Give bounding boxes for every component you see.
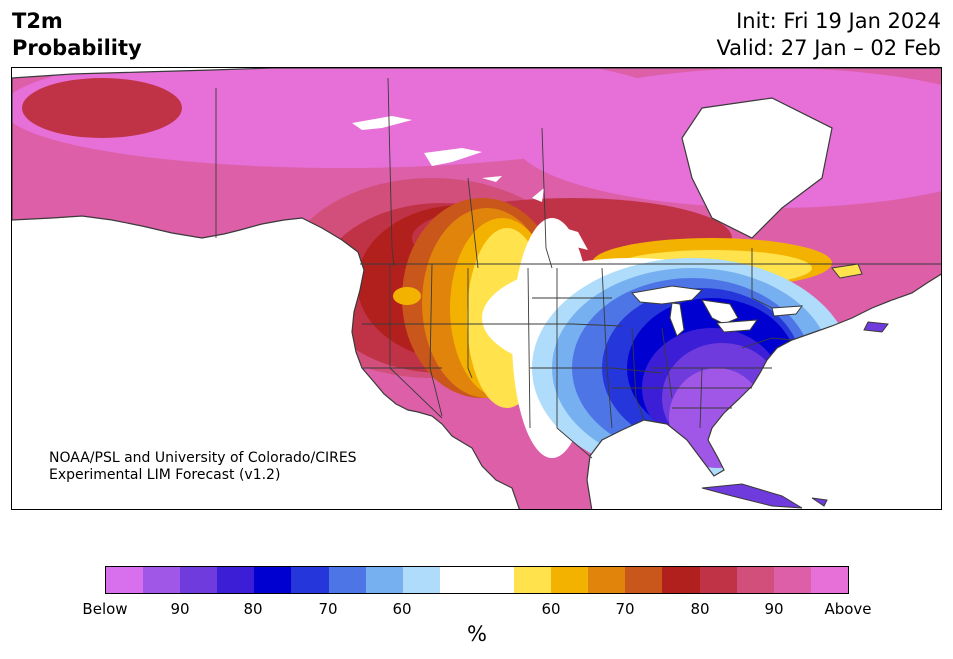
valid-range: Valid: 27 Jan – 02 Feb [716,36,941,60]
colorbar-segment [810,567,848,593]
colorbar-tick-label: 60 [541,600,561,618]
northern-lakes [352,116,588,250]
colorbar-segment [328,567,366,593]
colorbar-segment [439,567,477,593]
title-variable: T2m [12,9,63,33]
colorbar-segment [476,567,515,593]
colorbar-segment [773,567,811,593]
colorbar-tick-label: 90 [764,600,784,618]
colorbar-segment [106,567,144,593]
state-boundaries [215,77,941,459]
colorbar-tick-label: Above [824,600,872,618]
colorbar-segment [217,567,255,593]
credit-line-1: NOAA/PSL and University of Colorado/CIRE… [49,450,357,466]
colorbar-segment [588,567,626,593]
colorbar-segment [736,567,774,593]
caribbean-islands [701,321,889,509]
forecast-map [11,67,942,510]
colorbar-segment [662,567,700,593]
colorbar-segment [551,567,589,593]
colorbar-segment [254,567,292,593]
colorbar-tick-label: 60 [392,600,412,618]
great-lakes [631,285,804,337]
colorbar-segment [365,567,403,593]
credit-text: NOAA/PSL and University of Colorado/CIRE… [49,450,357,484]
colorbar-segment [402,567,440,593]
coastline [12,68,941,509]
colorbar-segment [143,567,181,593]
credit-line-2: Experimental LIM Forecast (v1.2) [49,467,281,483]
nova-scotia [831,263,863,279]
colorbar-tick-label: 80 [243,600,263,618]
init-date: Init: Fri 19 Jan 2024 [736,9,941,33]
map-svg [12,68,941,509]
colorbar-tick-label: 70 [615,600,635,618]
colorbar-segment [625,567,663,593]
colorbar-segment [180,567,218,593]
colorbar-tick-label: 90 [170,600,190,618]
colorbar-tick-label: 80 [690,600,710,618]
title-product: Probability [12,36,142,60]
colorbar [105,566,849,594]
colorbar-unit: % [467,622,487,646]
colorbar-segment [291,567,329,593]
colorbar-tick-label: Below [82,600,128,618]
hudson-bay [681,97,833,239]
colorbar-tick-label: 70 [318,600,338,618]
colorbar-segment [514,567,552,593]
colorbar-segment [699,567,737,593]
